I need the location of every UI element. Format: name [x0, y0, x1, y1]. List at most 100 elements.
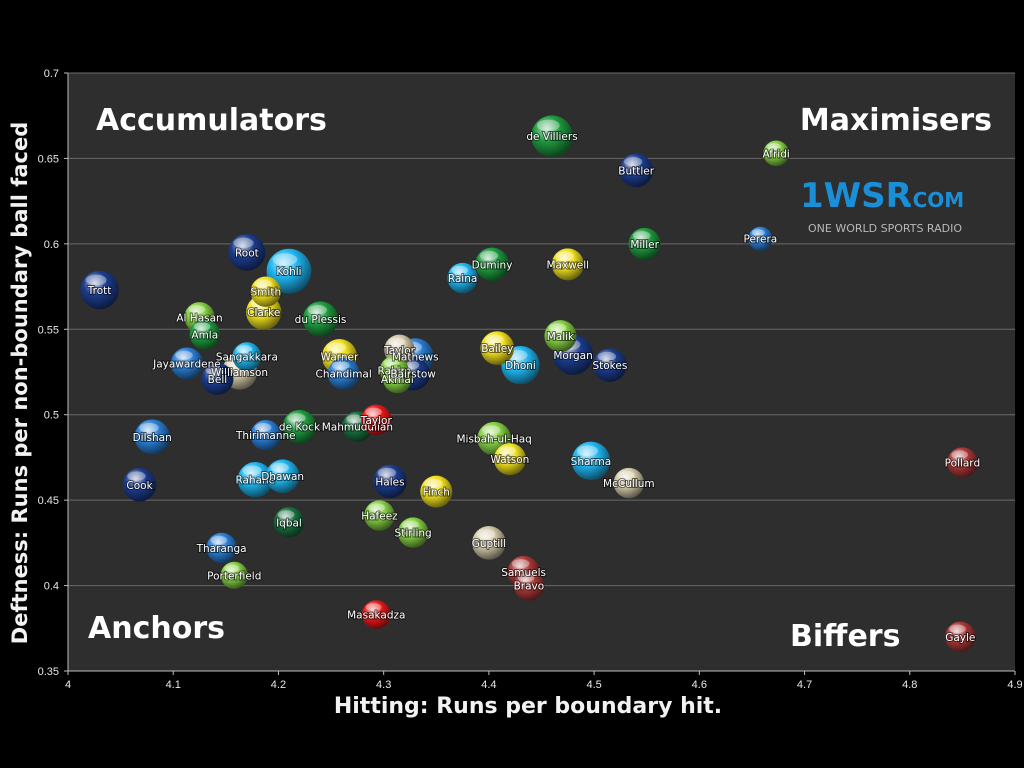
- point-porterfield-52: [220, 561, 248, 589]
- y-tick-label: 0.35: [38, 666, 59, 678]
- bubble-highlight: [548, 323, 567, 333]
- bubble-highlight: [188, 305, 206, 314]
- quadrant-label-anchors: Anchors: [88, 611, 225, 646]
- point-akmal-25: [382, 364, 412, 394]
- bubble-sharma-39: [571, 441, 611, 481]
- label-duminy-6: Duminy: [472, 259, 513, 271]
- point-pollard-41: [947, 447, 978, 478]
- label-hales-45: Hales: [375, 476, 404, 488]
- label-morgan-30: Morgan: [553, 350, 592, 362]
- label-raina-7: Raina: [448, 273, 478, 285]
- label-stokes-31: Stokes: [592, 360, 627, 372]
- bubble-highlight: [365, 407, 382, 417]
- bubble-highlight: [224, 564, 240, 573]
- bubble-highlight: [236, 345, 253, 354]
- label-tharanga-51: Tharanga: [196, 543, 247, 555]
- label-samuels-53: Samuels: [501, 567, 546, 579]
- bubble-highlight: [951, 450, 969, 459]
- bubble-highlight: [402, 520, 419, 529]
- bubble-highlight: [242, 465, 262, 476]
- point-chandimal-23: [327, 357, 360, 390]
- label-sharma-39: Sharma: [571, 456, 612, 468]
- label-gayle-56: Gayle: [945, 632, 975, 644]
- bubble-highlight: [377, 467, 397, 478]
- label-rahane-43: Rahane: [235, 475, 275, 487]
- point-trott-8: [80, 270, 119, 310]
- point-afridi-2: [763, 140, 789, 167]
- bubble-iqbal-47: [273, 507, 305, 538]
- bubble-masakadza-55: [361, 600, 391, 630]
- bubble-highlight: [277, 510, 295, 519]
- label-pollard-41: Pollard: [945, 458, 980, 470]
- point-iqbal-47: [273, 507, 305, 538]
- bubble-highlight: [751, 229, 765, 236]
- bubble-highlight: [424, 478, 443, 488]
- point-de-kock-34: [282, 409, 317, 444]
- logo-main-text: 1WSR: [800, 176, 912, 216]
- axis-ticks: 0.35 0.4 0.45 0.5 0.55 0.6 0.65 0.7 4 4.1 4.2 4.3 4.…: [38, 68, 1023, 691]
- bubble-pollard-41: [947, 447, 978, 478]
- label-dhawan-44: Dhawan: [261, 471, 304, 483]
- point-buttler-1: [619, 153, 653, 188]
- point-masakadza-55: [361, 600, 391, 630]
- bubble-stokes-31: [593, 348, 627, 382]
- data-points: de Villiers Buttler Afridi Perera Miller Maxw…: [80, 115, 981, 653]
- quadrant-label-biffers: Biffers: [790, 619, 900, 654]
- bubble-highlight: [517, 573, 535, 582]
- label-hafeez-48: Hafeez: [361, 511, 398, 523]
- label-buttler-1: Buttler: [618, 165, 654, 177]
- label-watson-38: Watson: [491, 454, 530, 466]
- point-de-villiers-0: [531, 115, 573, 158]
- bubble-highlight: [127, 471, 146, 481]
- label-clarke-12: Clarke: [247, 307, 280, 319]
- point-tharanga-51: [206, 532, 237, 564]
- bubble-cook-42: [122, 467, 157, 502]
- bubble-amla-15: [189, 319, 220, 350]
- logo-suffix-text: .COM: [905, 188, 964, 212]
- point-watson-38: [493, 443, 526, 476]
- label-kohli-10: Kohli: [276, 266, 301, 278]
- point-taylor-36: [361, 404, 392, 436]
- bubble-du-plessis-13: [302, 301, 339, 337]
- bubble-guptill-50: [472, 526, 506, 560]
- bubble-rahane-43: [237, 462, 273, 498]
- bubble-de-villiers-0: [531, 115, 573, 158]
- bubble-highlight: [307, 304, 328, 315]
- bubble-highlight: [326, 342, 346, 353]
- bubble-highlight: [949, 624, 966, 634]
- label-iqbal-47: Iqbal: [276, 517, 302, 529]
- label-misbah-ul-haq-37: Misbah-ul-Haq: [456, 434, 531, 446]
- quadrant-label-maximisers: Maximisers: [800, 103, 992, 138]
- bubble-thirimanne-33: [250, 420, 282, 451]
- point-stirling-49: [397, 517, 429, 548]
- bubble-highlight: [476, 529, 496, 539]
- label-al-hasan-14: Al Hasan: [176, 312, 222, 324]
- bubble-dilshan-32: [134, 419, 170, 455]
- point-raina-7: [447, 262, 478, 294]
- point-jayawardene-17: [170, 347, 203, 380]
- bubble-taylor-36: [361, 404, 392, 436]
- label-root-9: Root: [235, 247, 259, 259]
- logo-tagline: ONE WORLD SPORTS RADIO: [808, 222, 962, 235]
- y-tick-label: 0.55: [38, 324, 59, 336]
- x-tick-label: 4.7: [797, 679, 812, 691]
- label-stirling-49: Stirling: [395, 528, 432, 540]
- bubble-highlight: [287, 413, 306, 423]
- x-tick-label: 4.6: [692, 679, 707, 691]
- label-bravo-54: Bravo: [514, 581, 545, 593]
- bubble-buttler-1: [619, 153, 653, 188]
- bubble-highlight: [386, 367, 403, 376]
- label-amla-15: Amla: [191, 329, 218, 341]
- label-mahmudullah-35: Mahmudullah: [322, 422, 393, 434]
- bubble-hales-45: [373, 464, 407, 499]
- bubble-highlight: [556, 251, 574, 261]
- y-tick-label: 0.65: [38, 153, 59, 165]
- bubble-highlight: [270, 462, 289, 473]
- bubble-highlight: [451, 265, 469, 275]
- bubble-highlight: [481, 425, 501, 435]
- x-tick-label: 4: [65, 679, 71, 691]
- bubble-highlight: [576, 445, 599, 457]
- bubble-highlight: [233, 237, 254, 248]
- label-rahim-24: Rahim: [378, 365, 411, 377]
- x-axis-title: Hitting: Runs per boundary hit.: [334, 694, 722, 719]
